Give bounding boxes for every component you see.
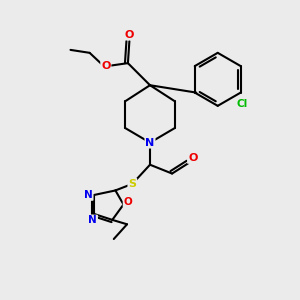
Text: O: O	[101, 61, 110, 71]
Text: N: N	[88, 215, 97, 226]
Text: O: O	[188, 153, 197, 163]
Text: Cl: Cl	[236, 99, 248, 109]
Text: N: N	[146, 138, 154, 148]
Text: O: O	[125, 30, 134, 40]
Text: S: S	[128, 179, 136, 189]
Text: O: O	[124, 196, 132, 206]
Text: N: N	[84, 190, 93, 200]
